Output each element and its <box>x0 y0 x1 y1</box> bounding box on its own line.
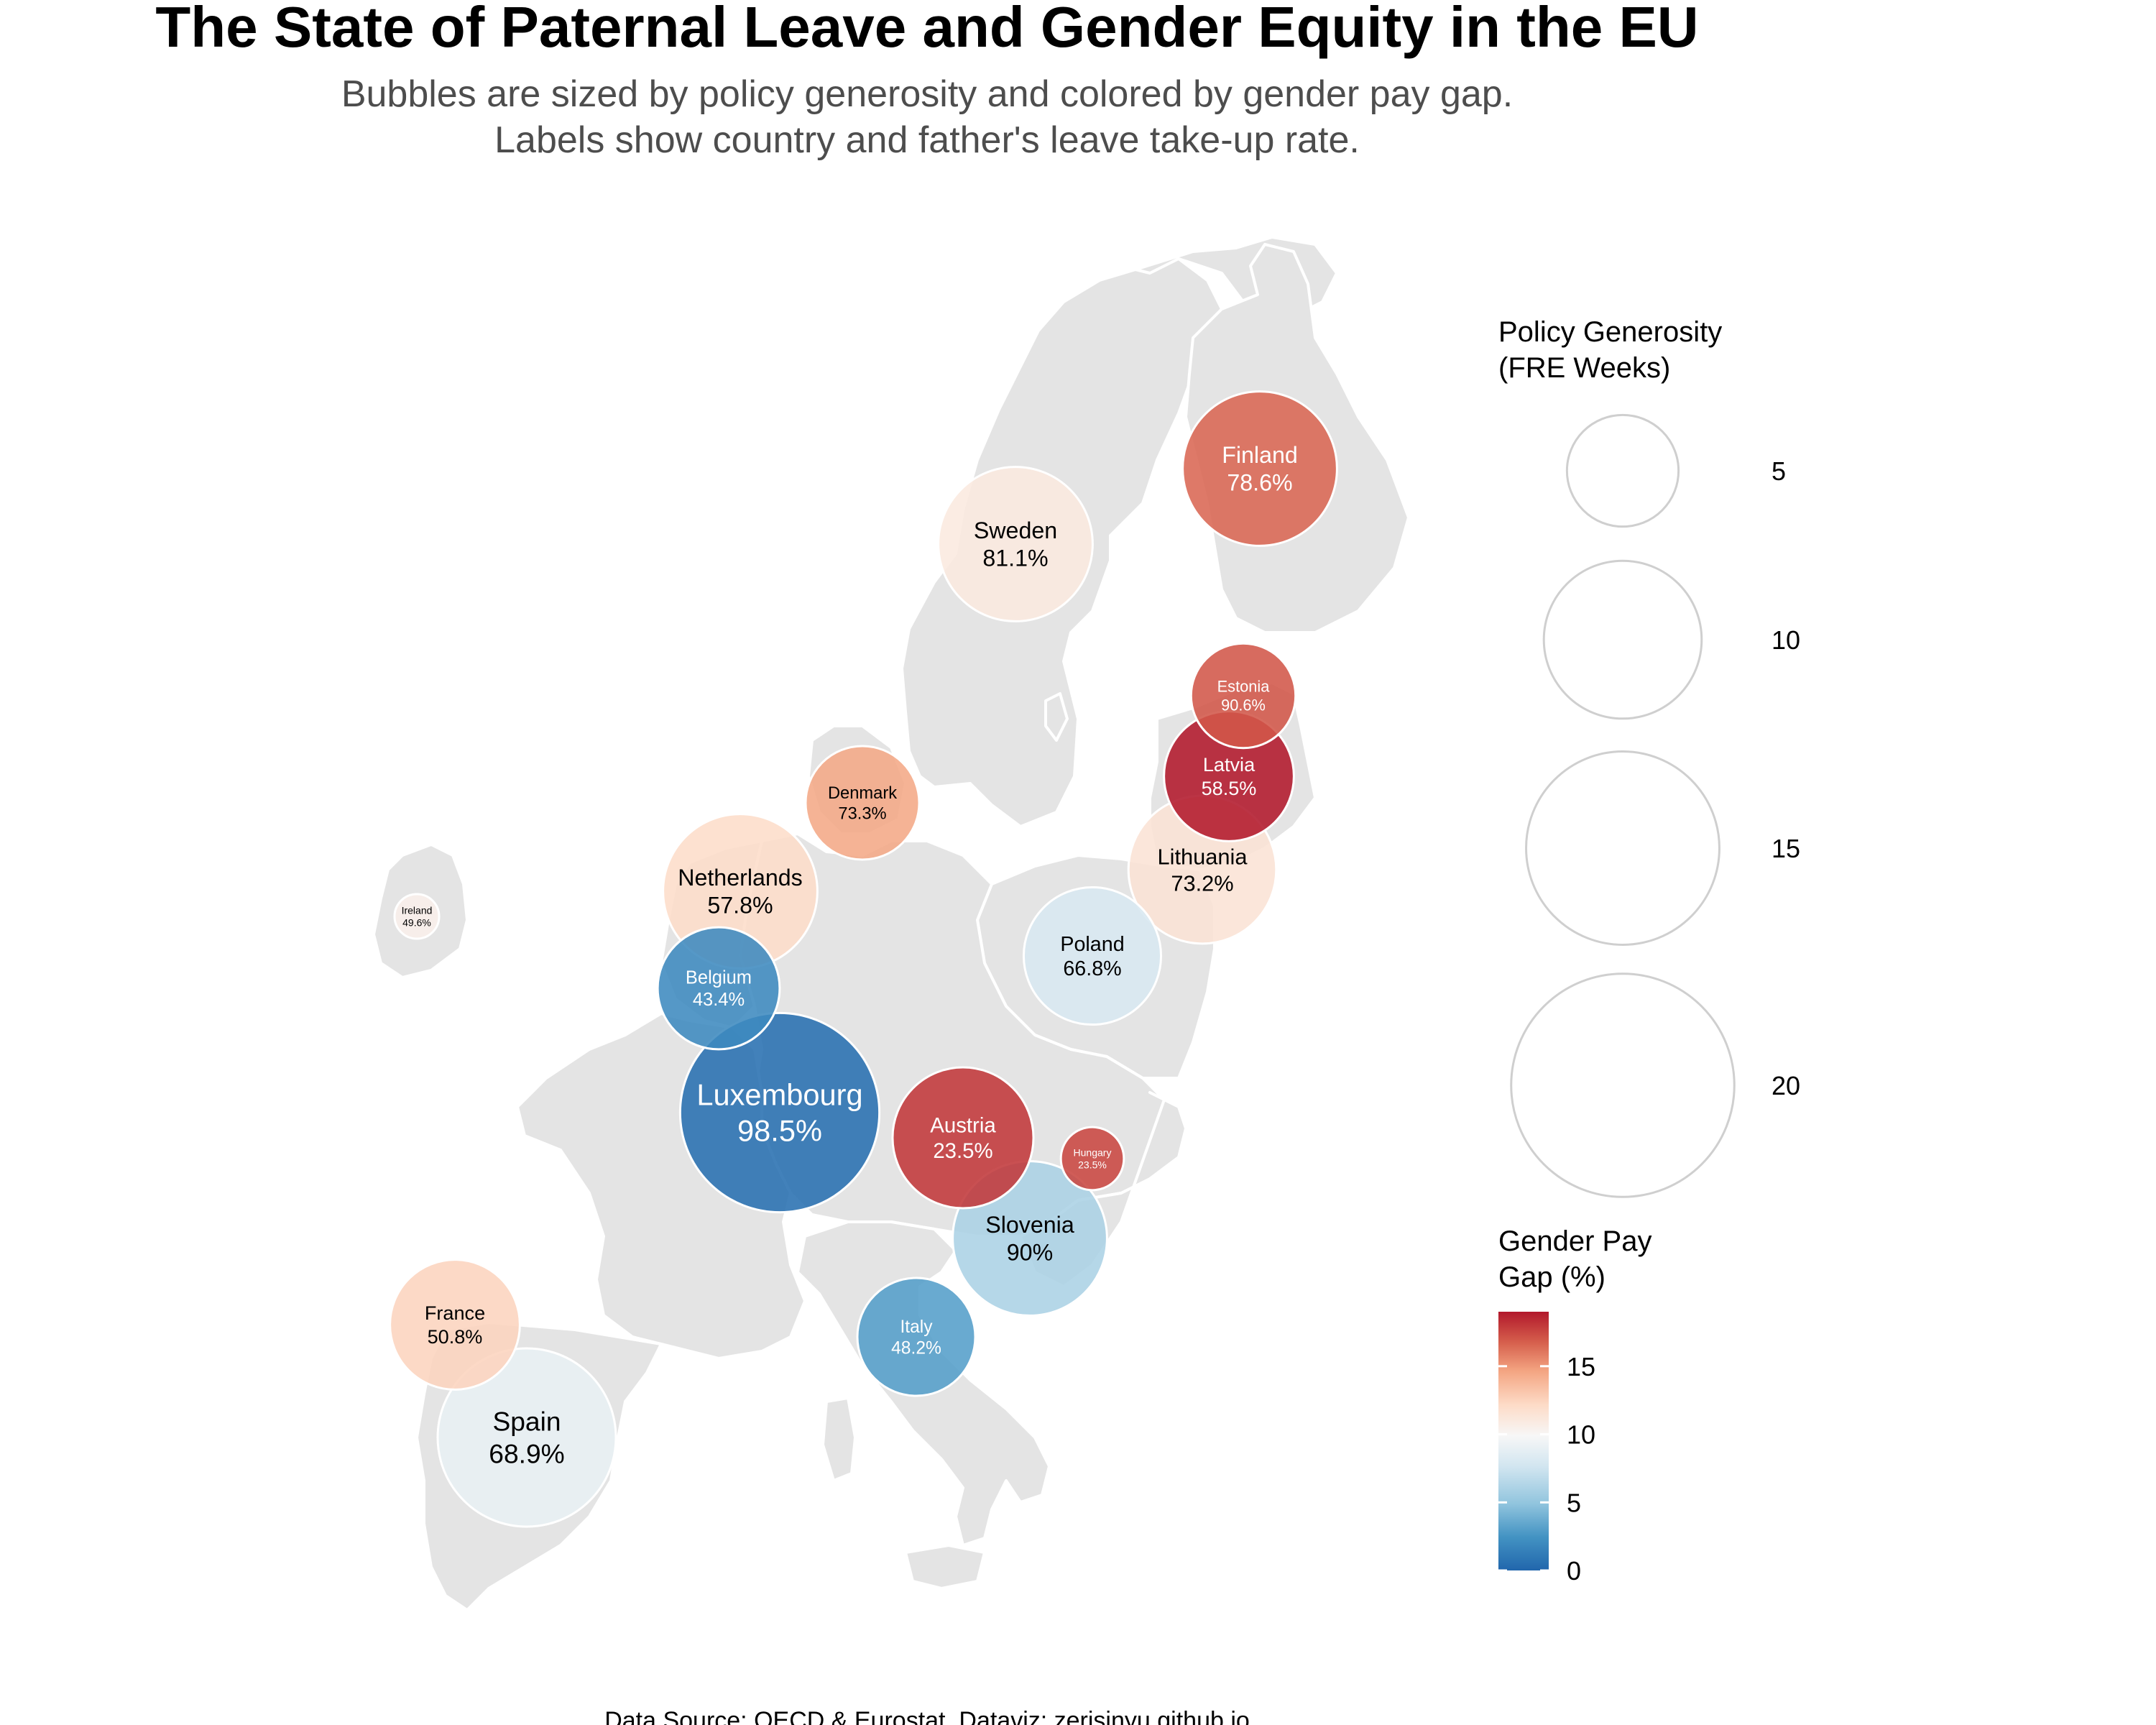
sardinia-shape <box>821 1397 857 1482</box>
bubble-ireland[interactable] <box>393 893 441 940</box>
bubble-group-sweden: Sweden 81.1% <box>937 466 1094 622</box>
bubble-label-country: Sweden <box>974 518 1057 543</box>
bubble-label-country: Finland <box>1222 442 1298 468</box>
caption: Data Source: OECD & Eurostat, Dataviz: z… <box>604 1707 1250 1725</box>
color-legend-title-line-2: Gap (%) <box>1498 1261 1606 1293</box>
bubble-label-country: Luxembourg <box>696 1078 862 1112</box>
color-legend-title-line-1: Gender Pay <box>1498 1225 1651 1257</box>
bubble-france[interactable] <box>389 1259 521 1391</box>
bubble-italy[interactable] <box>856 1276 977 1397</box>
bubble-label-country: France <box>425 1302 485 1324</box>
color-legend-label: 10 <box>1567 1420 1595 1450</box>
bubble-label-take-up: 48.2% <box>891 1338 941 1358</box>
bubble-label-country: Austria <box>930 1114 996 1138</box>
bubble-label-country: Belgium <box>686 968 752 988</box>
bubble-label-take-up: 78.6% <box>1227 470 1292 496</box>
bubble-label-take-up: 66.8% <box>1063 957 1121 980</box>
bubble-finland[interactable] <box>1181 390 1338 547</box>
size-legend-circle <box>1542 559 1703 720</box>
bubble-belgium[interactable] <box>656 926 781 1051</box>
bubble-estonia[interactable] <box>1189 642 1297 750</box>
bubble-label-take-up: 90.6% <box>1221 696 1266 714</box>
bubble-label-country: Lithuania <box>1157 844 1248 869</box>
bubble-label-take-up: 81.1% <box>982 546 1048 571</box>
bubble-label-take-up: 49.6% <box>402 916 431 928</box>
size-legend-title-line-2: (FRE Weeks) <box>1498 352 1670 384</box>
bubble-label-country: Netherlands <box>678 865 803 891</box>
bubble-label-take-up: 50.8% <box>428 1325 483 1348</box>
bubble-label-take-up: 98.5% <box>737 1114 822 1148</box>
bubble-label-take-up: 90% <box>1007 1240 1053 1266</box>
size-legend-circle <box>1525 750 1720 946</box>
bubble-label-country: Ireland <box>402 905 433 916</box>
color-legend-label: 0 <box>1567 1556 1581 1586</box>
bubble-label-country: Estonia <box>1217 678 1271 696</box>
bubble-label-take-up: 73.3% <box>838 805 886 824</box>
size-legend-title-line-1: Policy Generosity <box>1498 316 1722 348</box>
bubble-label-take-up: 57.8% <box>707 893 773 919</box>
gotland-shape <box>1044 692 1069 742</box>
bubble-sweden[interactable] <box>937 466 1094 622</box>
sicily-shape <box>904 1544 986 1590</box>
color-legend-label: 15 <box>1567 1352 1595 1381</box>
bubble-label-take-up: 43.4% <box>693 990 745 1010</box>
bubble-luxembourg[interactable] <box>678 1011 881 1214</box>
bubble-label-country: Denmark <box>828 784 897 803</box>
chart-subtitle-line-1: Bubbles are sized by policy generosity a… <box>341 73 1513 115</box>
bubble-hungary[interactable] <box>1059 1126 1125 1192</box>
bubble-label-take-up: 58.5% <box>1202 777 1257 799</box>
bubble-austria[interactable] <box>891 1066 1035 1210</box>
bubble-poland[interactable] <box>1022 886 1163 1026</box>
bubble-label-take-up: 23.5% <box>933 1139 992 1163</box>
bubble-label-take-up: 73.2% <box>1171 870 1233 896</box>
bubble-label-country: Slovenia <box>985 1212 1074 1238</box>
size-legend-label: 10 <box>1772 625 1800 655</box>
color-legend: Gender Pay Gap (%) 0 5 10 15 <box>1498 1225 1651 1586</box>
chart-title: The State of Paternal Leave and Gender E… <box>155 0 1698 59</box>
bubble-label-take-up: 23.5% <box>1078 1159 1107 1170</box>
size-legend-label: 5 <box>1772 456 1786 486</box>
bubble-group-denmark: Denmark 73.3% <box>804 745 921 861</box>
color-legend-label: 5 <box>1567 1488 1581 1517</box>
size-legend-circle <box>1565 413 1680 528</box>
bubble-label-country: Spain <box>492 1407 561 1437</box>
bubble-label-country: Poland <box>1060 933 1124 956</box>
size-legend: Policy Generosity (FRE Weeks) 5 10 15 20 <box>1498 316 1800 1198</box>
size-legend-label: 15 <box>1772 834 1800 863</box>
bubble-spain[interactable] <box>436 1347 617 1528</box>
size-legend-circle <box>1510 972 1736 1198</box>
bubble-label-country: Latvia <box>1203 753 1256 776</box>
bubble-denmark[interactable] <box>804 745 921 861</box>
chart-subtitle-line-2: Labels show country and father's leave t… <box>494 119 1360 161</box>
color-legend-bar <box>1498 1312 1549 1570</box>
bubble-label-country: Hungary <box>1074 1147 1112 1159</box>
bubble-label-country: Italy <box>900 1317 933 1337</box>
size-legend-label: 20 <box>1772 1071 1800 1100</box>
bubble-label-take-up: 68.9% <box>489 1438 564 1468</box>
